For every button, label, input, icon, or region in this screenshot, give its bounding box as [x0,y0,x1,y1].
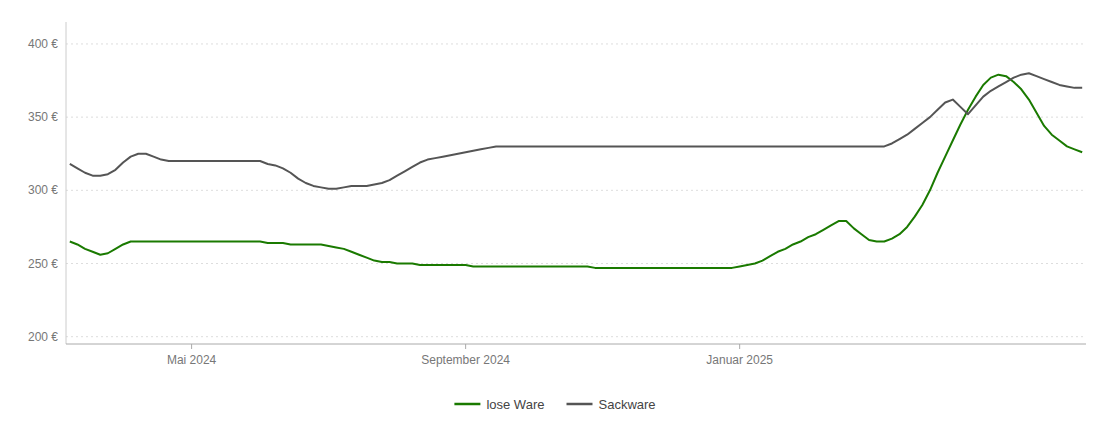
legend-swatch [454,403,480,406]
legend-label: Sackware [599,397,656,412]
grid-line [66,336,1086,337]
y-axis-line [66,22,67,344]
chart: 200 € 250 € 300 € 350 € 400 € Mai 2024 Septemb… [0,0,1110,422]
series-lines [70,73,1082,268]
x-tick [739,344,740,349]
legend-label: lose Ware [486,397,544,412]
y-tick-label: 350 € [28,110,58,124]
grid-line [66,117,1086,118]
y-tick-label: 300 € [28,183,58,197]
legend-item: Sackware [567,397,656,412]
x-tick-label: September 2024 [421,353,510,367]
y-tick-label: 250 € [28,257,58,271]
x-tick-label: Mai 2024 [167,353,217,367]
y-tick-label: 200 € [28,330,58,344]
grid-line [66,43,1086,44]
x-axis-line [66,344,1086,345]
x-tick [191,344,192,349]
grid-line [66,190,1086,191]
grid-line [66,263,1086,264]
x-tick [465,344,466,349]
grid [66,44,1086,337]
legend-item: lose Ware [454,397,544,412]
legend-swatch [567,403,593,406]
x-tick-label: Januar 2025 [706,353,773,367]
series-line [70,73,1082,189]
series-line [70,75,1082,268]
y-tick-label: 400 € [28,37,58,51]
legend: lose Ware Sackware [454,397,655,412]
